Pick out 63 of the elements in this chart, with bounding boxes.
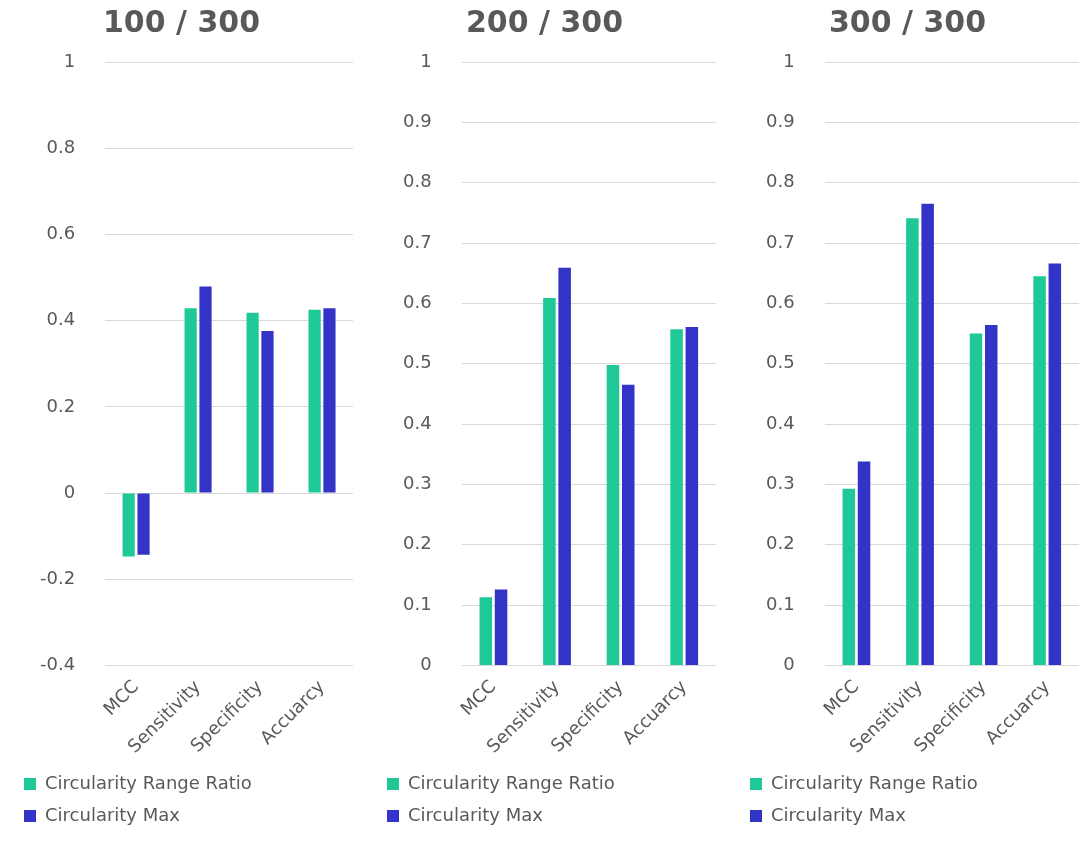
bar [543, 297, 556, 665]
y-tick-label: 0.7 [402, 230, 432, 252]
bar [606, 364, 620, 665]
bar [842, 488, 856, 665]
y-tick-label: 0.8 [765, 170, 795, 192]
bar [199, 286, 212, 493]
bar [323, 308, 336, 493]
chart-title: 200 / 300 [465, 3, 624, 39]
y-tick-label: 0.6 [46, 222, 76, 244]
y-tick-label: 1 [420, 49, 432, 71]
bar [621, 384, 635, 665]
y-tick-label: 0.4 [765, 411, 795, 433]
bar [1048, 263, 1062, 665]
legend-label: Circularity Range Ratio [408, 771, 615, 793]
y-tick-label: 0.4 [402, 411, 432, 433]
y-tick-label: 0.6 [402, 291, 432, 313]
y-tick-label: 1 [63, 49, 76, 71]
bar [685, 326, 699, 665]
y-tick-label: 0.1 [765, 592, 795, 614]
y-tick-label: 0.8 [402, 170, 432, 192]
y-tick-label: 1 [783, 49, 795, 71]
y-tick-label: 0.3 [765, 472, 795, 494]
y-tick-label: 0.1 [402, 592, 432, 614]
bar [494, 589, 508, 665]
y-tick-label: 0.3 [402, 472, 432, 494]
y-tick-label: 0.2 [46, 394, 76, 416]
y-tick-label: 0.7 [765, 230, 795, 252]
y-tick-label: 0.2 [402, 532, 432, 554]
y-tick-label: 0 [783, 653, 795, 675]
y-tick-label: 0 [420, 653, 432, 675]
legend-label: Circularity Range Ratio [771, 771, 978, 793]
bar [969, 333, 983, 665]
y-tick-label: 0.8 [46, 135, 76, 157]
bar [857, 461, 871, 665]
y-tick-label: 0.9 [765, 110, 795, 132]
y-tick-label: 0 [63, 480, 76, 502]
y-tick-label: 0.4 [46, 308, 76, 330]
bar [246, 312, 259, 493]
bar [308, 309, 321, 493]
y-tick-label: 0.2 [765, 532, 795, 554]
y-tick-label: 0.6 [765, 291, 795, 313]
bar [261, 330, 274, 493]
y-tick-label: 0.5 [765, 351, 795, 373]
bar [122, 493, 135, 557]
bar [184, 308, 197, 493]
bar [984, 325, 998, 665]
y-tick-label: 0.5 [402, 351, 432, 373]
bar [558, 267, 571, 665]
bar [137, 493, 150, 555]
y-tick-label: -0.2 [40, 566, 76, 588]
chart-title: 300 / 300 [828, 3, 987, 39]
legend-label: Circularity Max [771, 803, 907, 825]
bar [921, 203, 934, 665]
bar [1033, 276, 1046, 665]
legend-label: Circularity Max [408, 803, 544, 825]
chart-title: 100 / 300 [102, 3, 261, 39]
y-tick-label: -0.4 [40, 653, 76, 675]
bar [479, 597, 493, 665]
bar [670, 329, 683, 665]
bar [906, 218, 919, 665]
legend-label: Circularity Range Ratio [45, 771, 252, 793]
y-tick-label: 0.9 [402, 110, 432, 132]
legend-label: Circularity Max [45, 803, 181, 825]
